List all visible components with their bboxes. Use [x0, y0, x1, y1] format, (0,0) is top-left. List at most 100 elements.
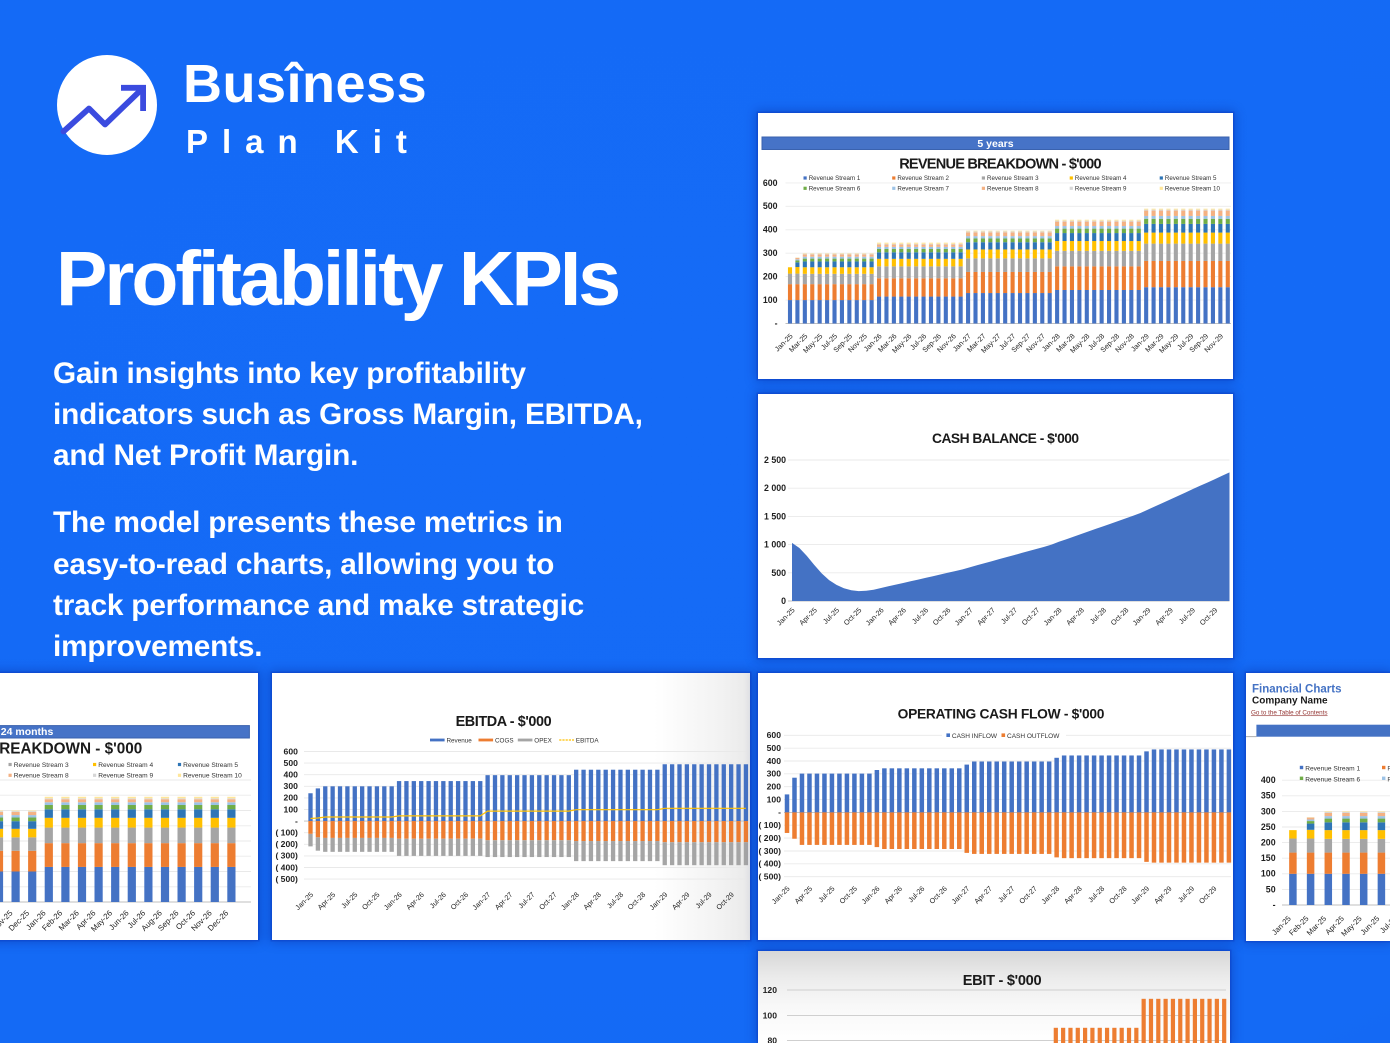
svg-text:EBITDA - $'000: EBITDA - $'000 [456, 714, 552, 730]
svg-text:CASH BALANCE - $'000: CASH BALANCE - $'000 [932, 431, 1079, 446]
svg-text:Oct-29: Oct-29 [1198, 605, 1220, 627]
svg-text:-: - [775, 318, 778, 328]
svg-text:Jul-25: Jul-25 [821, 605, 841, 625]
svg-text:150: 150 [1261, 853, 1276, 863]
svg-text:REVENUE BREAKDOWN - $'000: REVENUE BREAKDOWN - $'000 [899, 157, 1101, 173]
svg-text:OPEX: OPEX [534, 738, 552, 745]
svg-text:Apr-28: Apr-28 [1064, 605, 1086, 627]
svg-text:( 300): ( 300) [275, 851, 298, 861]
svg-text:Revenue Stream 4: Revenue Stream 4 [98, 762, 153, 769]
svg-text:Oct-26: Oct-26 [927, 884, 949, 906]
svg-text:200: 200 [284, 793, 299, 803]
svg-text:Revenue Stream 6: Revenue Stream 6 [809, 185, 861, 192]
svg-text:Jan-28: Jan-28 [559, 890, 581, 912]
svg-text:600: 600 [767, 730, 782, 740]
svg-text:Oct-27: Oct-27 [537, 890, 559, 912]
svg-text:Jan-25: Jan-25 [775, 605, 797, 627]
svg-text:Revenue Stream 3: Revenue Stream 3 [14, 762, 69, 769]
svg-text:Apr-26: Apr-26 [886, 605, 908, 627]
svg-text:300: 300 [763, 248, 778, 258]
svg-text:Jul-27: Jul-27 [516, 890, 536, 910]
svg-text:R: R [1387, 766, 1390, 773]
svg-text:CASH INFLOW: CASH INFLOW [952, 733, 998, 740]
svg-text:Apr-26: Apr-26 [882, 884, 904, 906]
svg-text:Mar-25: Mar-25 [1305, 914, 1328, 937]
svg-text:( 400): ( 400) [759, 859, 782, 869]
svg-text:Revenue Stream 10: Revenue Stream 10 [1165, 185, 1221, 192]
svg-text:( 500): ( 500) [759, 872, 782, 882]
svg-text:Oct-28: Oct-28 [1107, 884, 1129, 906]
svg-text:Jan-25: Jan-25 [293, 890, 315, 912]
svg-text:Apr-27: Apr-27 [493, 890, 515, 912]
svg-text:Jan-27: Jan-27 [470, 890, 492, 912]
svg-text:Financial Charts: Financial Charts [1252, 683, 1341, 695]
svg-text:Revenue Stream 3: Revenue Stream 3 [987, 175, 1039, 182]
svg-text:200: 200 [763, 272, 778, 282]
svg-text:CASH OUTFLOW: CASH OUTFLOW [1007, 733, 1060, 740]
svg-text:600: 600 [763, 178, 778, 188]
svg-text:Revenue Stream 5: Revenue Stream 5 [183, 762, 238, 769]
svg-text:Revenue Stream 6: Revenue Stream 6 [1305, 776, 1360, 783]
svg-text:80: 80 [767, 1035, 777, 1043]
svg-text:( 100): ( 100) [275, 828, 298, 838]
svg-text:R: R [1387, 776, 1390, 783]
svg-text:300: 300 [284, 781, 299, 791]
svg-text:1 500: 1 500 [764, 511, 786, 521]
svg-text:Revenue Stream 9: Revenue Stream 9 [1075, 185, 1127, 192]
svg-text:Jul-26: Jul-26 [906, 884, 926, 904]
svg-text:Oct-25: Oct-25 [842, 605, 864, 627]
svg-text:Apr-29: Apr-29 [1153, 605, 1175, 627]
svg-text:500: 500 [771, 567, 786, 577]
svg-text:Jul-25: Jul-25 [816, 884, 836, 904]
svg-text:400: 400 [763, 225, 778, 235]
svg-text:Apr-27: Apr-27 [972, 884, 994, 906]
svg-text:500: 500 [767, 743, 782, 753]
svg-text:Jul-29: Jul-29 [693, 890, 713, 910]
svg-text:-: - [295, 816, 298, 826]
svg-text:Revenue Stream 10: Revenue Stream 10 [183, 773, 242, 780]
svg-text:24 months: 24 months [1, 726, 54, 738]
svg-text:Jan-29: Jan-29 [647, 890, 669, 912]
svg-text:Apr-28: Apr-28 [581, 890, 603, 912]
svg-text:REVENUE BREAKDOWN - $'000: REVENUE BREAKDOWN - $'000 [0, 741, 142, 758]
svg-text:300: 300 [767, 769, 782, 779]
svg-text:200: 200 [767, 782, 782, 792]
svg-text:100: 100 [1261, 869, 1276, 879]
svg-text:Jan-29: Jan-29 [1129, 884, 1151, 906]
svg-text:Jan-27: Jan-27 [953, 605, 975, 627]
svg-text:Oct-29: Oct-29 [1197, 884, 1219, 906]
svg-text:Jan-28: Jan-28 [1042, 605, 1064, 627]
svg-text:Jan-26: Jan-26 [860, 884, 882, 906]
svg-text:200: 200 [1261, 838, 1276, 848]
svg-text:100: 100 [763, 295, 778, 305]
svg-text:Jan-26: Jan-26 [382, 890, 404, 912]
svg-text:Revenue Stream 1: Revenue Stream 1 [809, 175, 861, 182]
svg-text:Jul-25: Jul-25 [339, 890, 359, 910]
svg-text:Jan-28: Jan-28 [1039, 884, 1061, 906]
svg-text:Jul-29: Jul-29 [1176, 884, 1196, 904]
svg-text:Revenue Stream 1: Revenue Stream 1 [1305, 766, 1360, 773]
svg-text:120: 120 [763, 985, 778, 995]
svg-text:1 000: 1 000 [764, 539, 786, 549]
svg-text:Company Name: Company Name [1252, 696, 1328, 707]
svg-text:100: 100 [767, 794, 782, 804]
svg-text:Jul-26: Jul-26 [910, 605, 930, 625]
svg-text:5 years: 5 years [977, 138, 1013, 150]
svg-text:2 000: 2 000 [764, 483, 786, 493]
svg-text:Oct-26: Oct-26 [448, 890, 470, 912]
svg-text:Oct-27: Oct-27 [1017, 884, 1039, 906]
svg-text:500: 500 [284, 758, 299, 768]
svg-text:Jul-28: Jul-28 [1086, 884, 1106, 904]
svg-text:Jul-26: Jul-26 [428, 890, 448, 910]
svg-text:300: 300 [1261, 806, 1276, 816]
svg-text:COGS: COGS [495, 738, 514, 745]
svg-text:Apr-25: Apr-25 [797, 605, 819, 627]
svg-text:Jan-26: Jan-26 [864, 605, 886, 627]
svg-text:600: 600 [284, 746, 299, 756]
svg-text:( 200): ( 200) [759, 833, 782, 843]
svg-text:Go to the Table of Contents: Go to the Table of Contents [1251, 709, 1328, 716]
svg-text:400: 400 [767, 756, 782, 766]
svg-text:50: 50 [1266, 884, 1276, 894]
svg-text:Jul-29: Jul-29 [1177, 605, 1197, 625]
svg-text:Revenue Stream 8: Revenue Stream 8 [987, 185, 1039, 192]
